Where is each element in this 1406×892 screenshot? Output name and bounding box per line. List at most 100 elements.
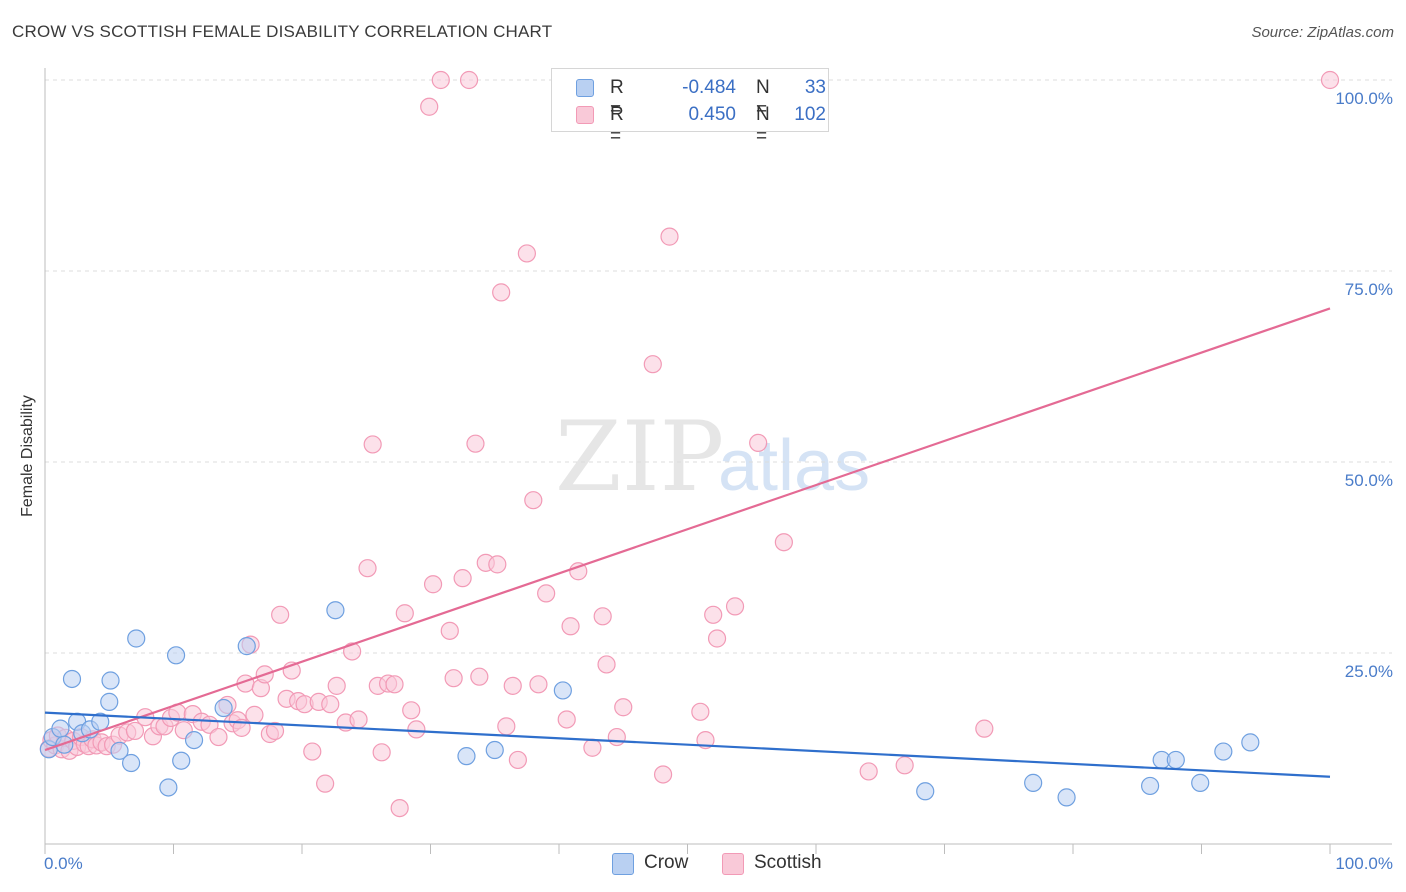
- crow-point: [553, 681, 572, 700]
- crow-point: [166, 646, 186, 665]
- scottish-point: [691, 702, 710, 721]
- crow-swatch: [576, 79, 594, 97]
- scottish-point: [497, 717, 516, 736]
- crow-point: [184, 730, 204, 750]
- y-tick-label: 25.0%: [1345, 662, 1393, 681]
- source-label: Source: ZipAtlas.com: [1251, 24, 1394, 41]
- crow-legend-label: Crow: [644, 852, 689, 873]
- scottish-point: [774, 533, 793, 552]
- r-label: R =: [610, 77, 624, 120]
- crow-point: [127, 629, 146, 648]
- crow-point: [1166, 750, 1185, 770]
- scottish-point: [529, 675, 548, 694]
- scottish-point: [975, 719, 994, 738]
- scottish-point: [614, 698, 633, 717]
- scottish-point: [660, 227, 679, 246]
- crow-point: [121, 753, 141, 773]
- scottish-point: [1320, 70, 1340, 90]
- scottish-point: [349, 710, 368, 729]
- crow-point: [101, 671, 120, 690]
- scottish-point: [420, 97, 439, 116]
- scottish-point: [209, 727, 228, 747]
- scottish-n-value: 102: [794, 104, 826, 125]
- scottish-point: [503, 676, 522, 695]
- crow-point: [100, 692, 119, 711]
- scottish-point: [372, 743, 391, 762]
- crow-point: [172, 751, 191, 770]
- crow-point: [55, 735, 74, 754]
- crow-trend-line: [44, 711, 1331, 778]
- scottish-point: [895, 756, 914, 775]
- scottish-point: [707, 629, 727, 648]
- crow-point: [214, 698, 233, 718]
- scottish-point: [597, 655, 616, 674]
- scottish-point: [316, 774, 335, 793]
- scottish-point: [271, 605, 290, 624]
- x-tick-label-max: 100.0%: [1335, 854, 1393, 873]
- crow-point: [1241, 733, 1260, 752]
- scottish-point: [725, 597, 745, 616]
- crow-point: [1140, 776, 1160, 796]
- crow-point: [237, 637, 256, 656]
- scottish-r-value: 0.450: [688, 104, 736, 125]
- crow-point: [485, 740, 504, 760]
- crow-point: [62, 669, 82, 689]
- crow-point: [916, 782, 935, 801]
- scottish-point: [459, 70, 479, 90]
- scottish-point: [470, 667, 489, 686]
- scottish-point: [265, 721, 285, 741]
- scottish-point: [402, 701, 421, 720]
- y-tick-label: 75.0%: [1345, 280, 1393, 299]
- scottish-point: [407, 720, 426, 739]
- crow-point: [326, 601, 345, 620]
- stats-legend: R = -0.484 N = 33 R = 0.450 N = 102: [551, 68, 829, 147]
- crow-point: [110, 741, 129, 760]
- scottish-legend-swatch: [722, 853, 744, 875]
- scottish-point: [557, 710, 576, 729]
- scottish-point: [125, 721, 145, 741]
- crow-legend-swatch: [612, 853, 634, 875]
- scottish-point: [508, 750, 527, 770]
- watermark-zip: ZIP: [555, 401, 724, 513]
- scottish-point: [653, 765, 673, 784]
- scottish-point: [488, 555, 507, 574]
- crow-point: [1057, 788, 1076, 807]
- scottish-point: [561, 617, 580, 636]
- scottish-trend-line: [44, 307, 1331, 752]
- y-tick-label: 100.0%: [1335, 89, 1393, 108]
- scottish-point: [390, 798, 409, 818]
- crow-point: [1191, 773, 1210, 792]
- scottish-point: [358, 559, 377, 578]
- scottish-point: [321, 695, 340, 714]
- scottish-point: [593, 607, 612, 626]
- scottish-point: [607, 727, 626, 747]
- crow-point: [159, 778, 178, 797]
- scottish-point: [343, 642, 362, 661]
- scottish-point: [583, 738, 602, 757]
- scottish-point: [537, 584, 556, 603]
- crow-point: [1024, 773, 1043, 792]
- scottish-point: [423, 575, 443, 594]
- crow-point: [1214, 742, 1233, 761]
- crow-point: [51, 719, 70, 738]
- chart-title: CROW VS SCOTTISH FEMALE DISABILITY CORRE…: [12, 22, 553, 41]
- scottish-point: [431, 70, 450, 90]
- scottish-point: [327, 676, 346, 695]
- scottish-point: [385, 675, 404, 694]
- n-label: N =: [756, 104, 770, 147]
- watermark-atlas: atlas: [718, 426, 870, 506]
- scottish-point: [859, 762, 878, 781]
- scottish-point: [704, 605, 723, 624]
- scottish-point: [444, 669, 463, 688]
- crow-point: [457, 747, 476, 766]
- scottish-point: [524, 491, 543, 510]
- scottish-point: [517, 244, 536, 263]
- scottish-point: [303, 742, 322, 761]
- scottish-point: [569, 562, 588, 581]
- crow-n-value: 33: [804, 77, 826, 98]
- scottish-point: [395, 604, 414, 623]
- scottish-point: [466, 434, 485, 453]
- scottish-legend-label: Scottish: [754, 852, 822, 873]
- scottish-point: [453, 569, 472, 588]
